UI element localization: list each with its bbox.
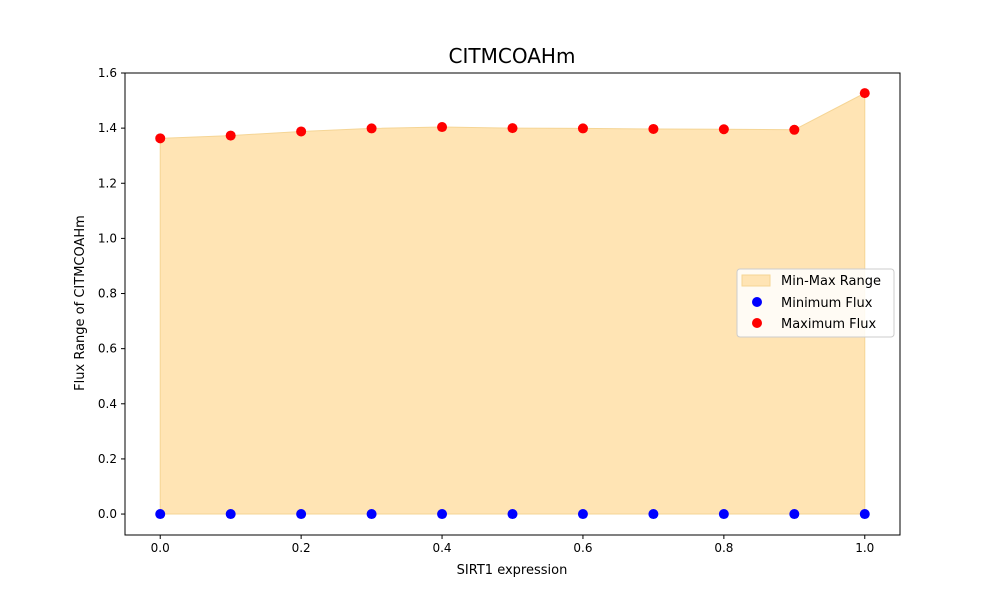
minimum-flux-point	[859, 509, 870, 520]
maximum-flux-point	[507, 123, 518, 134]
x-axis-label: SIRT1 expression	[457, 563, 568, 578]
y-tick-label: 1.6	[98, 66, 117, 80]
plot-area: 0.0 0.2 0.4 0.6 0.8 1.0 0.0 0.2 0.4 0.6 0.8 1.0 1.2 1…	[98, 66, 901, 555]
legend-marker-maximum	[752, 318, 762, 328]
y-tick-label: 0.4	[98, 397, 117, 411]
minimum-flux-point	[648, 509, 659, 520]
minimum-flux-point	[225, 509, 236, 520]
legend-box	[736, 268, 895, 338]
maximum-flux-point	[296, 126, 307, 137]
y-tick-label: 1.0	[98, 231, 117, 245]
maximum-flux-point	[789, 124, 800, 135]
maximum-flux-point	[155, 133, 166, 144]
minimum-flux-point	[789, 509, 800, 520]
x-tick-label: 0.8	[714, 541, 733, 555]
legend-marker-minimum	[752, 297, 762, 307]
y-axis-label: Flux Range of CITMCOAHm	[73, 215, 88, 391]
y-tick-label: 1.4	[98, 121, 117, 135]
minimum-flux-point	[577, 509, 588, 520]
x-tick-label: 0.4	[432, 541, 451, 555]
maximum-flux-point	[366, 123, 377, 134]
legend-swatch-range	[741, 274, 771, 287]
minimum-flux-point	[155, 509, 166, 520]
legend-label-range: Min-Max Range	[781, 274, 881, 289]
x-tick-label: 0.6	[573, 541, 592, 555]
minimum-flux-point	[718, 509, 729, 520]
y-tick-label: 0.0	[98, 507, 117, 521]
legend-label-maximum: Maximum Flux	[781, 317, 877, 332]
maximum-flux-point	[577, 123, 588, 134]
maximum-flux-point	[648, 123, 659, 134]
x-tick-label: 0.2	[292, 541, 311, 555]
minimum-flux-point	[437, 509, 448, 520]
chart-title: CITMCOAHm	[449, 44, 576, 68]
maximum-flux-point	[225, 130, 236, 141]
maximum-flux-point	[718, 124, 729, 135]
x-tick-label: 1.0	[855, 541, 874, 555]
maximum-flux-point	[859, 88, 870, 99]
minimum-flux-point	[296, 509, 307, 520]
y-tick-label: 0.6	[98, 342, 117, 356]
minimum-flux-point	[366, 509, 377, 520]
y-tick-label: 1.2	[98, 176, 117, 190]
maximum-flux-point	[437, 122, 448, 133]
x-tick-label: 0.0	[151, 541, 170, 555]
legend-label-minimum: Minimum Flux	[781, 296, 873, 311]
legend: Min-Max Range Minimum Flux Maximum Flux	[736, 268, 895, 338]
minimum-flux-point	[507, 509, 518, 520]
y-tick-label: 0.8	[98, 287, 117, 301]
axes-frame	[124, 72, 901, 536]
y-tick-label: 0.2	[98, 452, 117, 466]
